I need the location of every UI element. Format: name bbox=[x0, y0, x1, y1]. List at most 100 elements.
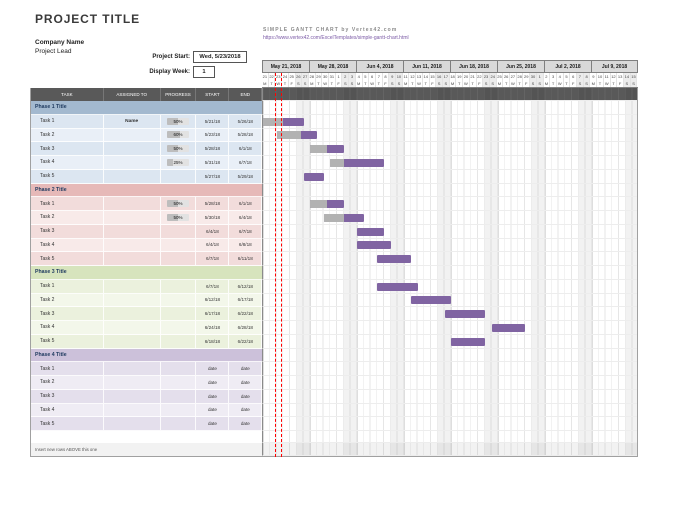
assigned-cell[interactable] bbox=[103, 197, 161, 211]
assigned-cell[interactable] bbox=[103, 156, 161, 170]
end-date-cell[interactable]: 6/22/18 bbox=[229, 334, 263, 349]
task-name-cell[interactable]: Task 4 bbox=[31, 238, 104, 253]
progress-cell[interactable] bbox=[160, 224, 197, 239]
end-date-cell[interactable]: 6/4/18 bbox=[229, 211, 263, 225]
task-name-cell[interactable]: Task 4 bbox=[31, 403, 104, 418]
end-date-cell[interactable]: date bbox=[229, 376, 263, 390]
project-title[interactable]: PROJECT TITLE bbox=[35, 12, 141, 26]
task-name-cell[interactable]: Task 2 bbox=[31, 293, 104, 308]
start-date-cell[interactable]: 5/30/18 bbox=[196, 211, 230, 225]
start-date-cell[interactable]: date bbox=[196, 389, 230, 404]
start-date-cell[interactable]: date bbox=[196, 417, 230, 431]
end-date-cell[interactable]: 6/8/18 bbox=[229, 238, 263, 253]
start-date-cell[interactable]: 6/12/18 bbox=[196, 293, 230, 308]
task-name-cell[interactable]: Task 1 bbox=[31, 114, 104, 129]
task-name-cell[interactable]: Task 2 bbox=[31, 376, 104, 390]
progress-cell[interactable] bbox=[160, 252, 197, 266]
progress-cell[interactable] bbox=[160, 334, 197, 349]
start-date-cell[interactable]: 6/4/18 bbox=[196, 224, 230, 239]
progress-cell[interactable] bbox=[160, 238, 197, 253]
task-name-cell[interactable]: Task 2 bbox=[31, 211, 104, 225]
display-week-input[interactable]: 1 bbox=[193, 66, 215, 78]
assigned-cell[interactable] bbox=[103, 334, 161, 349]
start-date-cell[interactable]: 5/21/18 bbox=[196, 114, 230, 129]
start-date-cell[interactable]: 5/28/18 bbox=[196, 197, 230, 211]
end-date-cell[interactable]: 5/29/18 bbox=[229, 169, 263, 184]
progress-cell[interactable] bbox=[160, 403, 197, 418]
project-start-input[interactable]: Wed, 5/23/2018 bbox=[193, 51, 247, 63]
end-date-cell[interactable]: 6/28/18 bbox=[229, 321, 263, 335]
task-name-cell[interactable]: Task 4 bbox=[31, 156, 104, 170]
end-date-cell[interactable]: 6/7/18 bbox=[229, 156, 263, 170]
assigned-cell[interactable] bbox=[103, 293, 161, 308]
task-name-cell[interactable]: Task 3 bbox=[31, 224, 104, 239]
assigned-cell[interactable] bbox=[103, 169, 161, 184]
start-date-cell[interactable]: 6/7/18 bbox=[196, 279, 230, 294]
start-date-cell[interactable]: date bbox=[196, 376, 230, 390]
start-date-cell[interactable]: 6/7/18 bbox=[196, 252, 230, 266]
assigned-cell[interactable] bbox=[103, 279, 161, 294]
end-date-cell[interactable]: date bbox=[229, 417, 263, 431]
assigned-cell[interactable]: Name bbox=[103, 114, 161, 129]
assigned-cell[interactable] bbox=[103, 389, 161, 404]
start-date-cell[interactable]: date bbox=[196, 362, 230, 376]
company-name[interactable]: Company Name bbox=[35, 39, 85, 46]
start-date-cell[interactable]: 5/28/18 bbox=[196, 142, 230, 156]
progress-cell[interactable] bbox=[160, 293, 197, 308]
progress-cell[interactable]: 60% bbox=[160, 128, 197, 143]
phase-title-cell[interactable]: Phase 4 Title bbox=[31, 348, 263, 363]
end-date-cell[interactable]: 6/1/18 bbox=[229, 197, 263, 211]
end-date-cell[interactable]: 6/1/18 bbox=[229, 142, 263, 156]
progress-cell[interactable]: 25% bbox=[160, 156, 197, 170]
progress-cell[interactable] bbox=[160, 389, 197, 404]
template-url-link[interactable]: https://www.vertex42.com/ExcelTemplates/… bbox=[263, 35, 409, 41]
progress-cell[interactable] bbox=[160, 321, 197, 335]
start-date-cell[interactable]: 6/18/18 bbox=[196, 334, 230, 349]
assigned-cell[interactable] bbox=[103, 211, 161, 225]
assigned-cell[interactable] bbox=[103, 307, 161, 321]
end-date-cell[interactable]: date bbox=[229, 403, 263, 418]
assigned-cell[interactable] bbox=[103, 224, 161, 239]
insert-row[interactable]: Insert new rows ABOVE this one bbox=[31, 443, 637, 456]
task-name-cell[interactable]: Task 3 bbox=[31, 389, 104, 404]
end-date-cell[interactable]: 6/7/18 bbox=[229, 224, 263, 239]
start-date-cell[interactable]: 5/31/18 bbox=[196, 156, 230, 170]
end-date-cell[interactable]: 5/28/18 bbox=[229, 128, 263, 143]
progress-cell[interactable] bbox=[160, 279, 197, 294]
task-name-cell[interactable]: Task 1 bbox=[31, 362, 104, 376]
start-date-cell[interactable]: 5/23/18 bbox=[196, 128, 230, 143]
phase-title-cell[interactable]: Phase 1 Title bbox=[31, 101, 263, 115]
end-date-cell[interactable]: 6/11/18 bbox=[229, 252, 263, 266]
progress-cell[interactable]: 50% bbox=[160, 142, 197, 156]
progress-cell[interactable]: 50% bbox=[160, 197, 197, 211]
assigned-cell[interactable] bbox=[103, 417, 161, 431]
start-date-cell[interactable]: 6/17/18 bbox=[196, 307, 230, 321]
progress-cell[interactable] bbox=[160, 417, 197, 431]
progress-cell[interactable] bbox=[160, 362, 197, 376]
project-lead[interactable]: Project Lead bbox=[35, 48, 72, 55]
start-date-cell[interactable]: 6/24/18 bbox=[196, 321, 230, 335]
phase-title-cell[interactable]: Phase 3 Title bbox=[31, 266, 263, 280]
end-date-cell[interactable]: 6/22/18 bbox=[229, 307, 263, 321]
task-name-cell[interactable]: Task 5 bbox=[31, 169, 104, 184]
assigned-cell[interactable] bbox=[103, 252, 161, 266]
assigned-cell[interactable] bbox=[103, 128, 161, 143]
start-date-cell[interactable]: date bbox=[196, 403, 230, 418]
end-date-cell[interactable]: date bbox=[229, 389, 263, 404]
assigned-cell[interactable] bbox=[103, 238, 161, 253]
task-name-cell[interactable]: Task 4 bbox=[31, 321, 104, 335]
assigned-cell[interactable] bbox=[103, 142, 161, 156]
task-name-cell[interactable]: Task 1 bbox=[31, 279, 104, 294]
assigned-cell[interactable] bbox=[103, 376, 161, 390]
end-date-cell[interactable]: 6/17/18 bbox=[229, 293, 263, 308]
end-date-cell[interactable]: 6/12/18 bbox=[229, 279, 263, 294]
task-name-cell[interactable]: Task 1 bbox=[31, 197, 104, 211]
assigned-cell[interactable] bbox=[103, 362, 161, 376]
progress-cell[interactable] bbox=[160, 307, 197, 321]
task-name-cell[interactable]: Task 5 bbox=[31, 417, 104, 431]
start-date-cell[interactable]: 6/4/18 bbox=[196, 238, 230, 253]
start-date-cell[interactable]: 5/27/18 bbox=[196, 169, 230, 184]
assigned-cell[interactable] bbox=[103, 321, 161, 335]
end-date-cell[interactable]: 5/26/18 bbox=[229, 114, 263, 129]
task-name-cell[interactable]: Task 5 bbox=[31, 334, 104, 349]
